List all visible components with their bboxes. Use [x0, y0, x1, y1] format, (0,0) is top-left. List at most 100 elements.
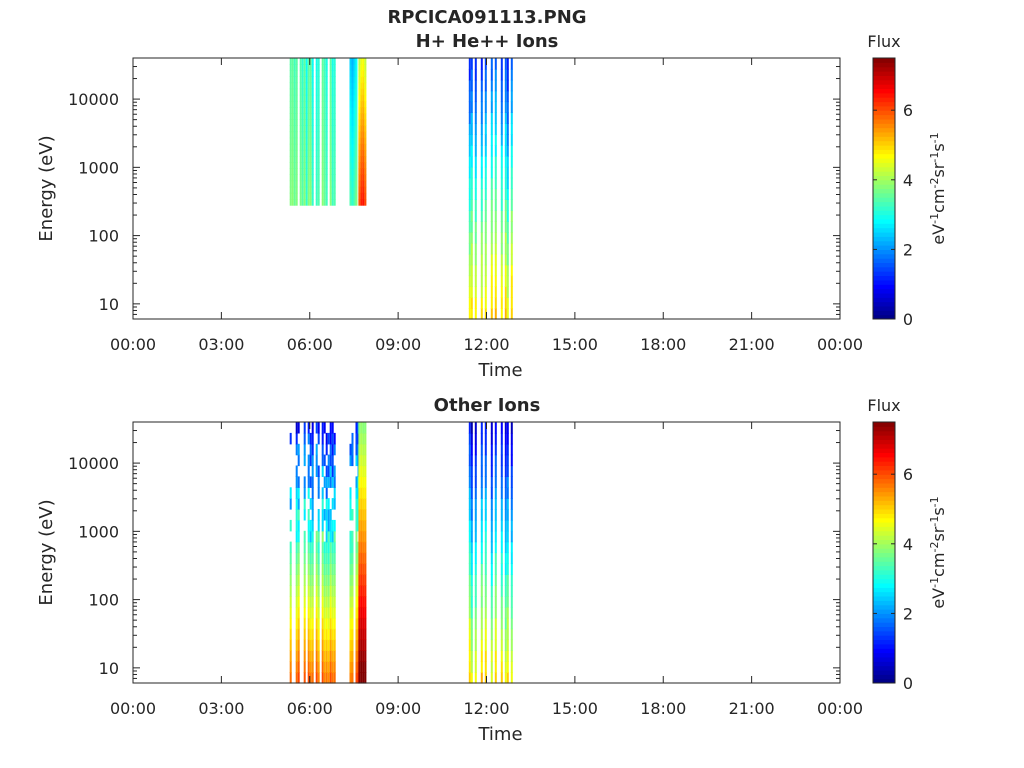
- spectrogram-cell: [297, 628, 300, 641]
- spectrogram-cell: [333, 119, 336, 126]
- spectrogram-cell: [504, 672, 507, 684]
- spectrogram-cell: [291, 70, 294, 77]
- spectrogram-cell: [309, 100, 312, 108]
- spectrogram-cell: [500, 253, 503, 266]
- spectrogram-cell: [329, 180, 332, 188]
- spectrogram-cell: [468, 650, 471, 662]
- spectrogram-cell: [303, 454, 306, 467]
- spectrogram-cell: [480, 232, 483, 244]
- spectrogram-cell: [329, 574, 332, 586]
- units-part: -2: [928, 542, 941, 553]
- spectrogram-cell: [331, 94, 334, 102]
- spectrogram-cell: [315, 131, 318, 139]
- spectrogram-cell: [351, 192, 354, 200]
- spectrogram-cell: [490, 476, 493, 488]
- spectrogram-cell: [500, 661, 503, 673]
- spectrogram-cell: [315, 530, 318, 543]
- spectrogram-cell: [295, 76, 298, 84]
- spectrogram-cell: [309, 113, 312, 120]
- spectrogram-cell: [494, 58, 497, 70]
- spectrogram-cell: [490, 552, 493, 564]
- spectrogram-cell: [358, 530, 361, 543]
- spectrogram-cell: [289, 100, 292, 108]
- spectrogram-cell: [349, 94, 352, 102]
- spectrogram-cell: [303, 192, 306, 200]
- spectrogram-cell: [321, 585, 324, 597]
- spectrogram-cell: [358, 454, 361, 467]
- spectrogram-cell: [355, 168, 358, 175]
- spectrogram-cell: [303, 487, 306, 499]
- spectrogram-cell: [484, 617, 487, 630]
- spectrogram-cell: [364, 76, 367, 84]
- spectrogram-cell: [307, 119, 310, 126]
- spectrogram-cell: [303, 606, 306, 619]
- spectrogram-cell: [480, 628, 483, 641]
- colorbar-segment: [873, 517, 895, 523]
- spectrogram-cell: [362, 606, 365, 619]
- spectrogram-cell: [506, 530, 509, 543]
- spectrogram-cell: [299, 192, 302, 200]
- spectrogram-cell: [309, 432, 312, 445]
- spectrogram-cell: [360, 137, 363, 145]
- spectrogram-cell: [349, 64, 352, 71]
- spectrogram-cell: [349, 88, 352, 96]
- spectrogram-cell: [317, 650, 320, 662]
- spectrogram-cell: [474, 574, 477, 586]
- spectrogram-cell: [303, 156, 306, 163]
- spectrogram-cell: [470, 628, 473, 641]
- spectrogram-cell: [325, 465, 328, 477]
- spectrogram-cell: [470, 210, 473, 222]
- spectrogram-cell: [364, 143, 367, 151]
- spectrogram-cell: [323, 113, 326, 120]
- spectrogram-cell: [362, 617, 365, 630]
- spectrogram-cell: [484, 454, 487, 467]
- spectrogram-cell: [510, 264, 513, 277]
- spectrogram-cell: [490, 443, 493, 456]
- spectrogram-cell: [474, 541, 477, 554]
- spectrogram-cell: [351, 113, 354, 120]
- spectrogram-cell: [289, 585, 292, 597]
- spectrogram-cell: [307, 519, 310, 532]
- spectrogram-cell: [484, 242, 487, 255]
- spectrogram-cell: [309, 143, 312, 151]
- spectrogram-cell: [297, 552, 300, 564]
- spectrogram-cell: [325, 498, 328, 510]
- spectrogram-cell: [480, 661, 483, 673]
- spectrogram-cell: [317, 58, 320, 65]
- spectrogram-cell: [470, 585, 473, 597]
- spectrogram-cell: [364, 443, 367, 456]
- spectrogram-cell: [293, 149, 296, 157]
- spectrogram-cell: [293, 162, 296, 169]
- spectrogram-cell: [510, 242, 513, 255]
- spectrogram-cell: [510, 286, 513, 298]
- spectrogram-cell: [470, 487, 473, 499]
- spectrogram-cell: [349, 498, 352, 510]
- spectrogram-cell: [504, 617, 507, 630]
- spectrogram-cell: [494, 286, 497, 298]
- spectrogram-cell: [317, 107, 320, 114]
- spectrogram-cell: [364, 574, 367, 586]
- spectrogram-cell: [474, 297, 477, 309]
- spectrogram-cell: [289, 617, 292, 630]
- spectrogram-cell: [506, 454, 509, 467]
- spectrogram-cell: [360, 617, 363, 630]
- spectrogram-cell: [289, 192, 292, 200]
- spectrogram-cell: [323, 199, 326, 206]
- spectrogram-cell: [484, 476, 487, 488]
- spectrogram-cell: [480, 454, 483, 467]
- spectrogram-cell: [309, 107, 312, 114]
- spectrogram-cell: [293, 113, 296, 120]
- spectrogram-cell: [315, 125, 318, 133]
- spectrogram-cell: [351, 606, 354, 619]
- spectrogram-cell: [295, 617, 298, 630]
- spectrogram-cell: [510, 221, 513, 233]
- spectrogram-cell: [358, 113, 361, 120]
- spectrogram-cell: [311, 487, 314, 499]
- spectrogram-cell: [510, 112, 513, 124]
- spectrogram-cell: [323, 180, 326, 188]
- spectrogram-cell: [327, 454, 330, 467]
- spectrogram-cell: [468, 465, 471, 477]
- colorbar-segment: [873, 75, 895, 81]
- spectrogram-cell: [480, 123, 483, 135]
- spectrogram-cell: [317, 672, 320, 684]
